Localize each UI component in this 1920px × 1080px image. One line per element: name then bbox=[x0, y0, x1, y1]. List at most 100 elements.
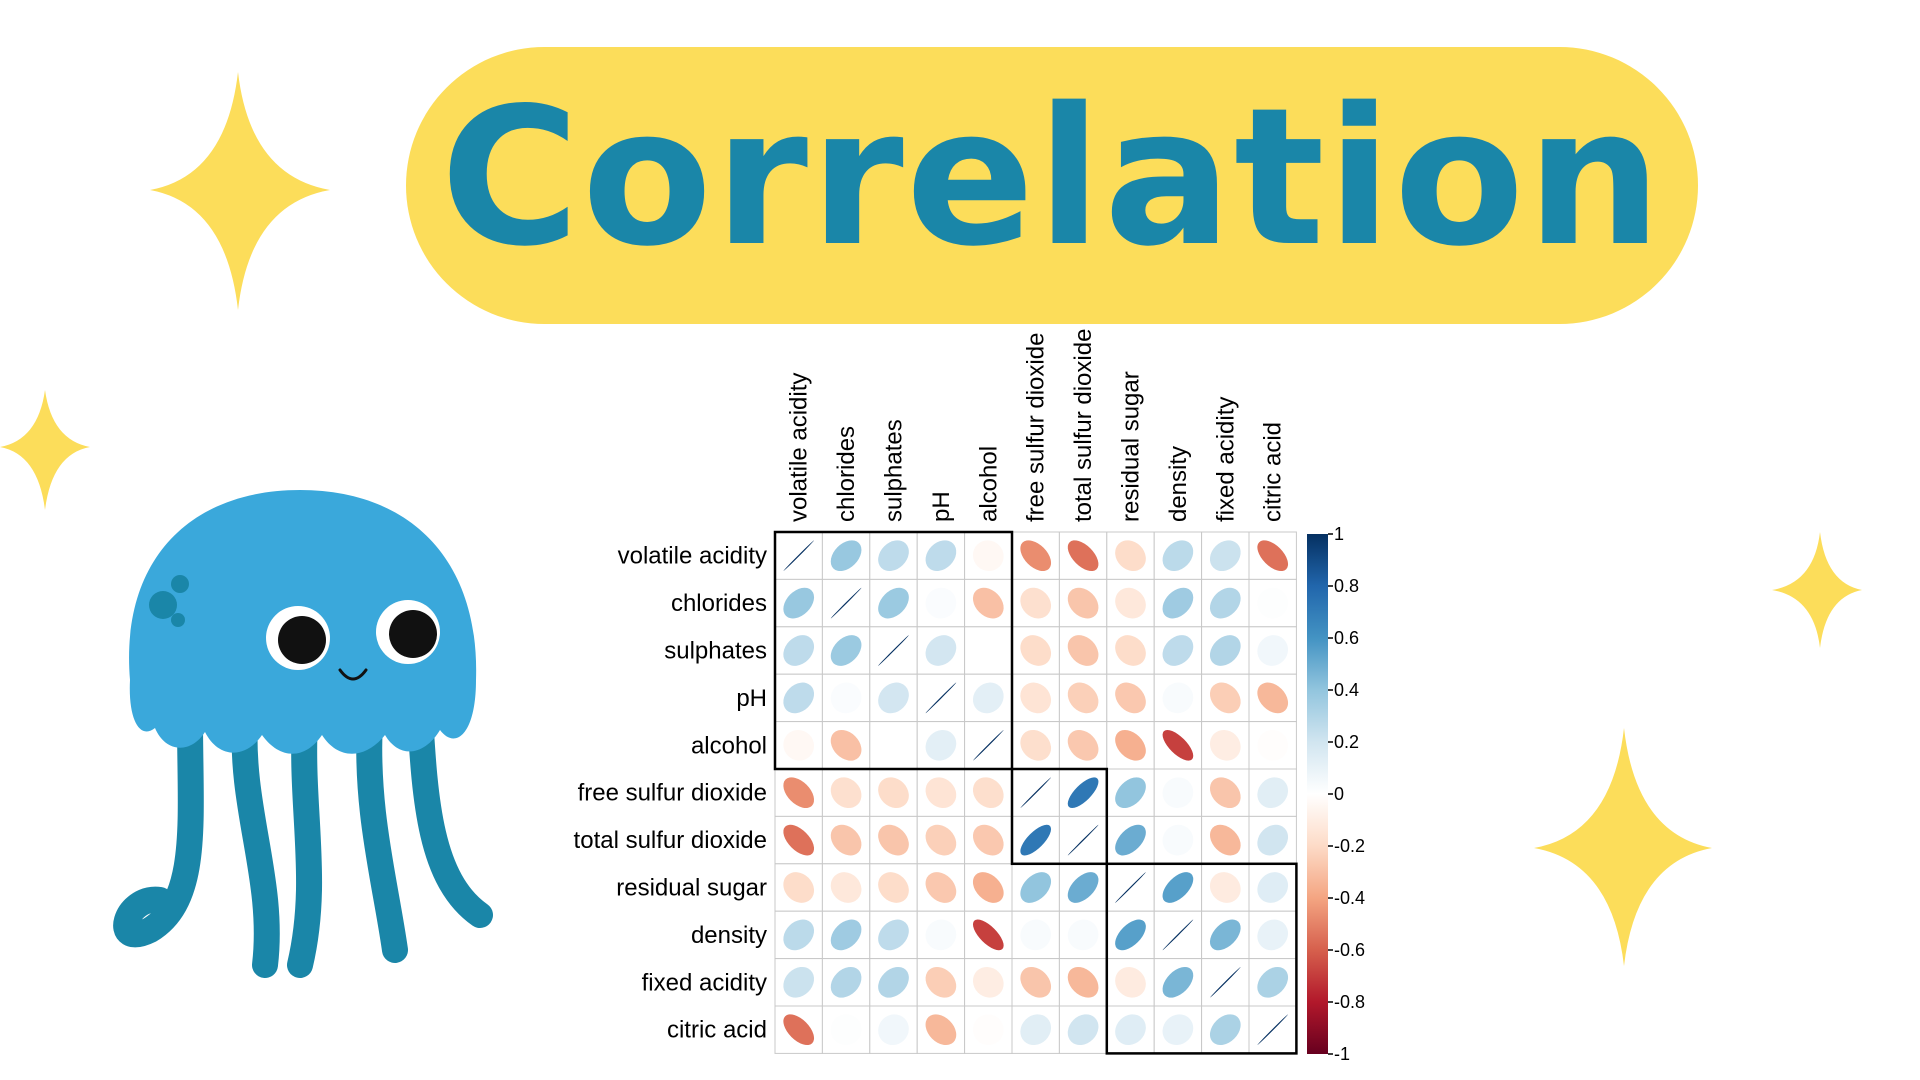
correlation-ellipse bbox=[1162, 540, 1194, 572]
correlation-ellipse bbox=[878, 919, 909, 951]
row-label: pH bbox=[736, 685, 767, 712]
colorbar-tick-label: 0.6 bbox=[1334, 628, 1359, 648]
correlation-ellipse bbox=[1115, 540, 1146, 572]
correlation-ellipse bbox=[783, 587, 815, 619]
correlation-ellipse bbox=[1020, 1014, 1052, 1046]
correlation-ellipse bbox=[1020, 540, 1052, 572]
correlation-ellipse bbox=[1115, 635, 1146, 666]
correlation-ellipse bbox=[783, 824, 815, 856]
correlation-ellipse bbox=[878, 966, 909, 998]
row-label: volatile acidity bbox=[618, 543, 767, 570]
sparkle-icon bbox=[1772, 532, 1862, 648]
correlation-ellipse bbox=[972, 824, 1004, 856]
row-label: sulphates bbox=[664, 638, 767, 665]
correlation-ellipse bbox=[1209, 872, 1241, 903]
colorbar-tick-label: -0.8 bbox=[1334, 992, 1365, 1012]
correlation-ellipse bbox=[972, 1014, 1004, 1046]
correlation-ellipse bbox=[925, 824, 957, 856]
correlation-ellipse bbox=[783, 635, 815, 666]
correlation-ellipse bbox=[830, 824, 862, 856]
correlation-ellipse bbox=[1020, 872, 1052, 903]
correlation-ellipse bbox=[972, 729, 1004, 761]
cluster-box bbox=[773, 530, 1014, 771]
correlation-ellipse bbox=[783, 682, 815, 714]
correlation-ellipse bbox=[1209, 919, 1241, 951]
correlation-ellipse bbox=[972, 872, 1004, 903]
correlation-ellipse bbox=[1257, 587, 1289, 619]
correlation-ellipse bbox=[1162, 1014, 1194, 1046]
correlation-ellipse bbox=[1067, 824, 1099, 856]
correlation-ellipse bbox=[1020, 635, 1052, 666]
correlation-ellipse bbox=[1257, 919, 1289, 951]
sparkle-icon bbox=[0, 390, 90, 510]
row-label: citric acid bbox=[667, 1017, 767, 1044]
column-label: fixed acidity bbox=[1212, 397, 1239, 522]
sparkle-icon bbox=[1534, 728, 1712, 966]
page-title: Correlation bbox=[440, 67, 1664, 288]
correlation-ellipse bbox=[830, 635, 862, 666]
correlation-ellipse bbox=[1067, 777, 1099, 809]
correlation-ellipse bbox=[972, 919, 1004, 951]
correlation-ellipse bbox=[830, 777, 862, 809]
correlation-ellipse bbox=[1257, 540, 1289, 572]
correlation-ellipse bbox=[925, 966, 957, 998]
correlation-ellipse bbox=[1115, 872, 1146, 903]
column-label: chlorides bbox=[833, 426, 860, 522]
correlation-ellipse bbox=[1162, 635, 1194, 666]
correlation-ellipse bbox=[925, 635, 957, 666]
correlation-ellipse bbox=[1067, 1014, 1099, 1046]
correlation-ellipse bbox=[972, 635, 1004, 666]
column-label: volatile acidity bbox=[786, 373, 813, 522]
correlation-ellipse bbox=[783, 872, 815, 903]
correlation-ellipse bbox=[1257, 682, 1289, 714]
correlation-ellipse bbox=[1020, 682, 1052, 714]
title-banner: Correlation bbox=[406, 47, 1698, 324]
correlation-ellipse bbox=[878, 587, 909, 619]
correlation-ellipse bbox=[878, 635, 909, 666]
correlation-ellipse bbox=[1115, 1014, 1146, 1046]
row-label: free sulfur dioxide bbox=[578, 780, 767, 807]
colorbar-tick-label: 0.2 bbox=[1334, 732, 1359, 752]
column-label: total sulfur dioxide bbox=[1070, 329, 1097, 522]
correlation-ellipse bbox=[1162, 729, 1194, 761]
correlation-ellipse bbox=[1162, 919, 1194, 951]
correlation-ellipse bbox=[830, 966, 862, 998]
row-label: alcohol bbox=[691, 732, 767, 759]
sparkle-icon bbox=[150, 72, 330, 310]
correlation-ellipse bbox=[1257, 1014, 1289, 1046]
correlation-ellipse bbox=[1257, 872, 1289, 903]
correlation-ellipse bbox=[925, 919, 957, 951]
row-label: total sulfur dioxide bbox=[574, 827, 767, 854]
correlation-ellipse bbox=[1162, 777, 1194, 809]
correlation-ellipse bbox=[925, 587, 957, 619]
correlation-ellipse bbox=[925, 729, 957, 761]
correlation-ellipse bbox=[1209, 824, 1241, 856]
correlation-ellipse bbox=[972, 682, 1004, 714]
correlation-ellipse bbox=[1209, 1014, 1241, 1046]
column-label: sulphates bbox=[881, 419, 908, 522]
correlation-ellipse bbox=[783, 919, 815, 951]
correlation-ellipse bbox=[1067, 966, 1099, 998]
correlation-ellipse bbox=[1020, 777, 1052, 809]
matrix-cell bbox=[1201, 1005, 1250, 1054]
correlation-ellipse bbox=[878, 729, 909, 761]
correlation-ellipse bbox=[1067, 587, 1099, 619]
correlation-ellipse bbox=[783, 777, 815, 809]
column-label: free sulfur dioxide bbox=[1023, 333, 1050, 522]
column-label: residual sugar bbox=[1118, 371, 1145, 522]
correlation-ellipse bbox=[972, 966, 1004, 998]
row-label: chlorides bbox=[671, 590, 767, 617]
cluster-box bbox=[1105, 862, 1298, 1055]
correlation-ellipse bbox=[1020, 824, 1052, 856]
correlation-ellipse bbox=[1067, 540, 1099, 572]
correlation-ellipse bbox=[1067, 729, 1099, 761]
correlation-ellipse bbox=[1020, 919, 1052, 951]
correlation-ellipse bbox=[830, 682, 862, 714]
colorbar-tick-label: 1 bbox=[1334, 524, 1344, 544]
correlation-ellipse bbox=[783, 729, 815, 761]
correlation-ellipse bbox=[830, 919, 862, 951]
colorbar bbox=[1307, 534, 1328, 1054]
correlation-ellipse bbox=[972, 540, 1004, 572]
